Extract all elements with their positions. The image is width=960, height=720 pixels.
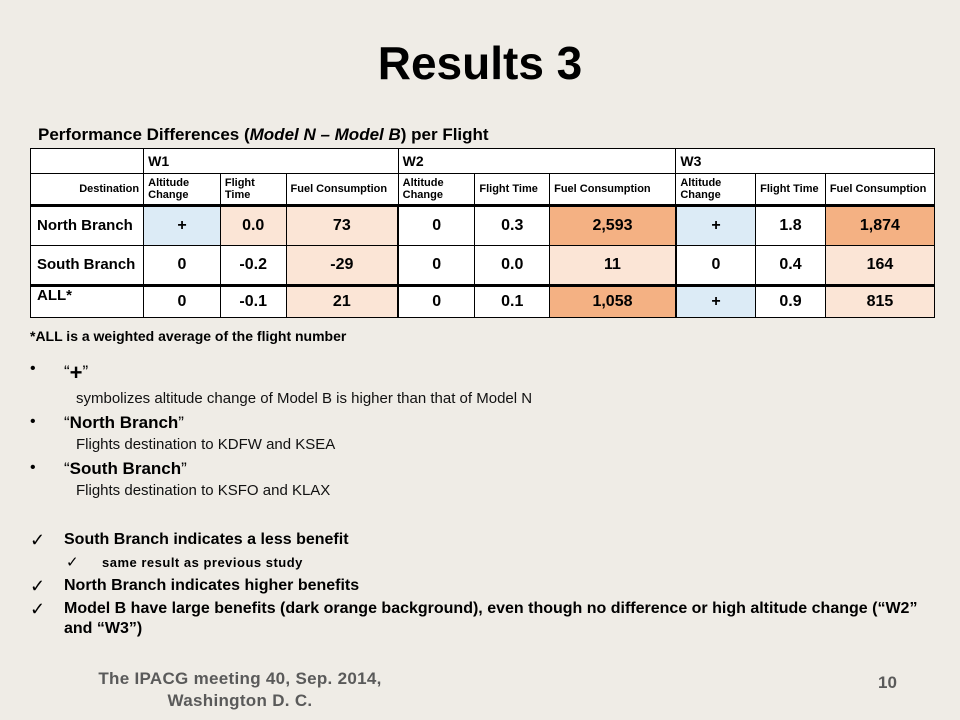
definition-text: symbolizes altitude change of Model B is… [76,390,533,407]
group-header-w3: W3 [675,148,935,174]
list-item: • “North Branch” [30,413,532,433]
checkmark-icon: ✓ [30,530,46,550]
table-cell: 1,874 [824,205,936,246]
table-cell: 0 [397,245,476,286]
checkmark-icon: ✓ [66,554,80,571]
table-cell: 0 [675,245,757,286]
subheader-altitude-w1: Altitude Change [143,173,221,207]
definition-text: Flights destination to KSFO and KLAX [76,482,331,499]
slide-footer: The IPACG meeting 40, Sep. 2014, Washing… [0,668,480,712]
table-caption: Performance Differences (Model N – Model… [38,125,489,145]
group-header-row: W1 W2 W3 [29,148,935,174]
definition-list: • “+” symbolizes altitude change of Mode… [30,360,532,499]
table-cell: + [675,205,757,246]
header-blank-cell [29,148,145,174]
table-cell: 0 [143,284,221,318]
table-cell: 0 [397,205,476,246]
close-quote: ” [181,459,187,478]
checkmark-icon: ✓ [30,576,46,596]
conclusion-text: North Branch indicates higher benefits [64,577,360,594]
bullet-icon: • [30,413,36,430]
list-item: ✓ South Branch indicates a less benefit [30,530,930,550]
table-cell: 815 [824,284,936,318]
list-item: • “South Branch” [30,459,532,479]
open-quote: “ [64,413,70,432]
table-cell: 2,593 [549,205,677,246]
plus-symbol: + [69,360,83,385]
term-text: North Branch [69,413,179,432]
conclusion-text: South Branch indicates a less benefit [64,531,349,548]
performance-table: W1 W2 W3 Destination Altitude Change Fli… [29,148,936,318]
table-cell: 0 [143,245,221,286]
table-cell: 0.0 [219,205,287,246]
open-quote: “ [64,459,70,478]
conclusion-text: same result as previous study [102,555,303,570]
table-cell: 1,058 [549,284,677,318]
definition-term: “North Branch” [64,413,184,432]
caption-prefix: Performance Differences ( [38,125,250,144]
table-cell: 0 [397,284,476,318]
table-row: North Branch + 0.0 73 0 0.3 2,593 + 1.8 … [29,205,936,246]
table-cell: 11 [549,245,677,286]
subheader-time-w1: Flight Time [219,173,287,207]
row-destination: North Branch [29,205,145,246]
page-number: 10 [878,673,897,692]
conclusion-text: Model B have large benefits (dark orange… [64,600,918,637]
subheader-fuel-w2: Fuel Consumption [549,173,677,207]
group-header-w1: W1 [143,148,399,174]
conclusion-list: ✓ South Branch indicates a less benefit … [30,530,930,642]
subheader-altitude-w3: Altitude Change [675,173,757,207]
table-cell: 0.1 [474,284,551,318]
slide-title: Results 3 [377,37,583,89]
table-cell: -29 [285,245,400,286]
table-cell: 0.4 [755,245,826,286]
caption-emphasis: Model N – Model B [249,125,401,144]
destination-header: Destination [29,173,145,207]
table-cell: 164 [824,245,936,286]
column-header-row: Destination Altitude Change Flight Time … [29,173,936,207]
table-cell: + [675,284,757,318]
open-quote: “ [64,362,70,381]
table-cell: + [143,205,221,246]
table-footnote: *ALL is a weighted average of the flight… [30,328,347,344]
list-item: ✓ North Branch indicates higher benefits [30,576,930,596]
table-cell: 1.8 [755,205,826,246]
row-destination: South Branch [29,245,145,286]
subheader-time-w3: Flight Time [755,173,826,207]
footer-line-2: Washington D. C. [167,691,313,710]
term-text: South Branch [69,459,182,478]
footer-line-1: The IPACG meeting 40, Sep. 2014, [98,669,382,688]
definition-term: “South Branch” [64,459,187,478]
table-cell: 21 [285,284,400,318]
table-cell: -0.2 [219,245,287,286]
list-item: • “+” [30,360,532,386]
table-cell: 0.0 [474,245,551,286]
table-row: South Branch 0 -0.2 -29 0 0.0 11 0 0.4 1… [29,245,936,286]
caption-suffix: ) per Flight [400,125,489,144]
table-cell: -0.1 [219,284,287,318]
list-item: ✓ same result as previous study [30,553,930,573]
definition-text: Flights destination to KDFW and KSEA [76,436,336,453]
table-row: ALL* 0 -0.1 21 0 0.1 1,058 + 0.9 815 [29,284,936,318]
checkmark-icon: ✓ [30,599,46,619]
close-quote: ” [178,413,184,432]
list-item: ✓ Model B have large benefits (dark oran… [30,599,930,639]
bullet-icon: • [30,459,36,476]
table-cell: 73 [285,205,400,246]
row-destination: ALL* [29,284,145,318]
group-header-w2: W2 [397,148,677,174]
subheader-fuel-w3: Fuel Consumption [824,173,936,207]
subheader-time-w2: Flight Time [474,173,551,207]
definition-term: “+” [64,360,89,385]
table-cell: 0.9 [755,284,826,318]
bullet-icon: • [30,360,36,377]
subheader-altitude-w2: Altitude Change [397,173,476,207]
table-cell: 0.3 [474,205,551,246]
subheader-fuel-w1: Fuel Consumption [285,173,399,207]
close-quote: ” [82,362,89,381]
